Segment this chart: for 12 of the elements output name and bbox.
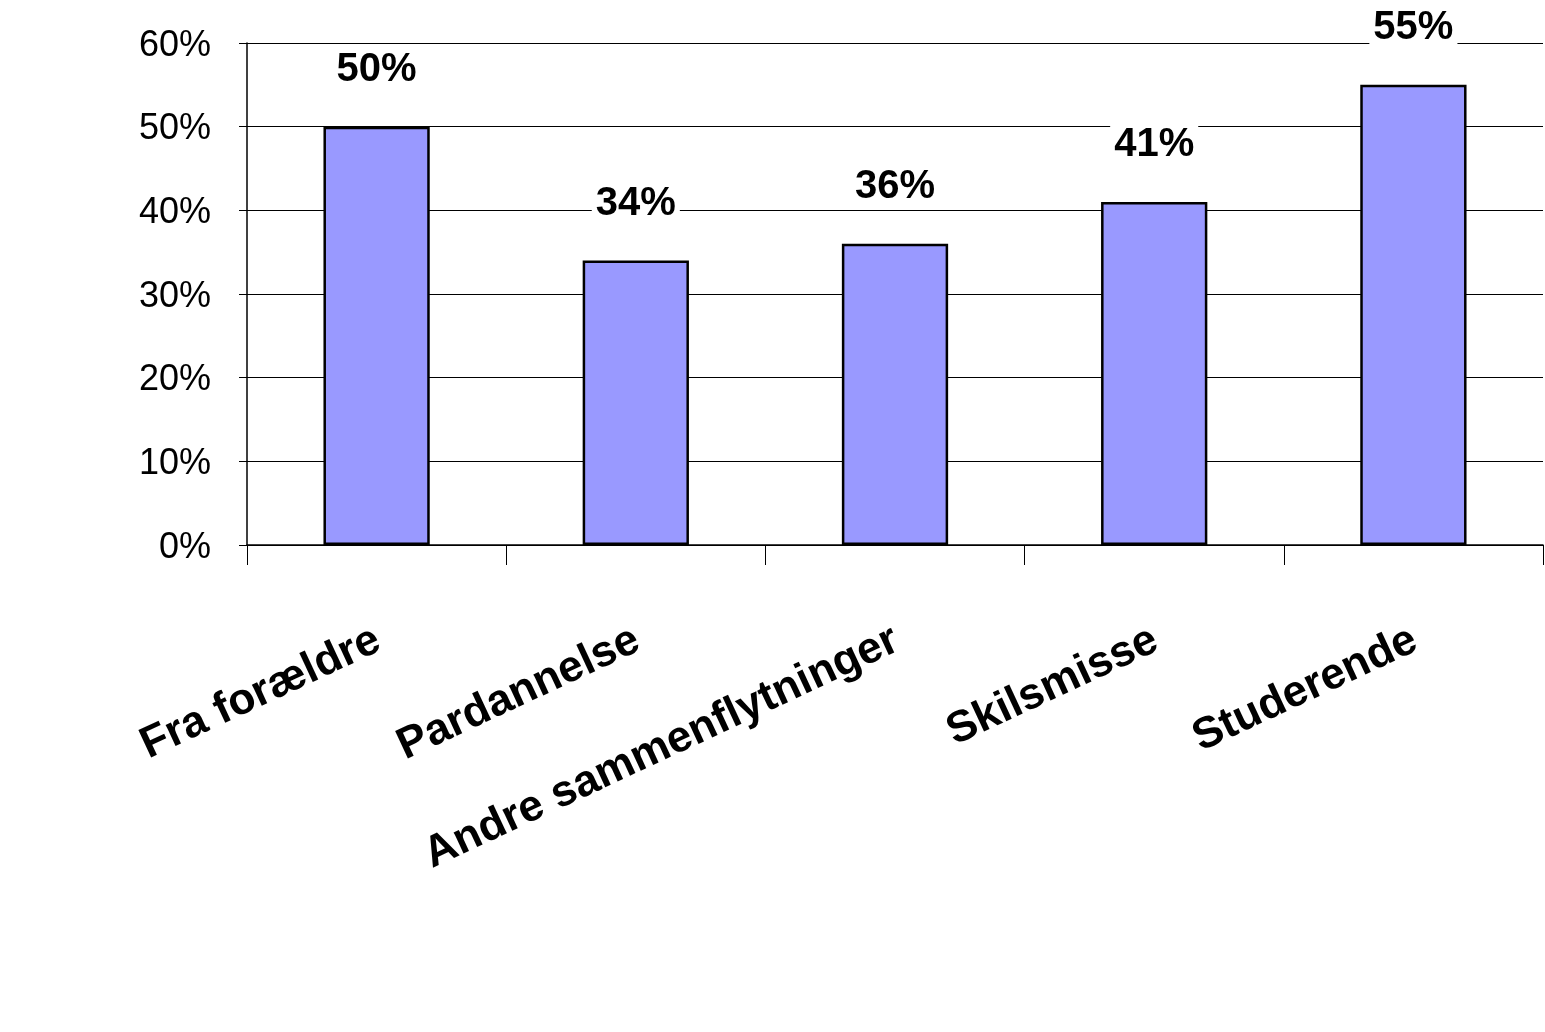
y-tick-label: 30% (138, 273, 211, 315)
y-tick-label: 10% (138, 440, 211, 482)
data-label: 36% (854, 161, 936, 206)
y-tick-label: 50% (138, 106, 211, 148)
data-label: 41% (1114, 119, 1195, 164)
y-tick-label: 40% (138, 189, 211, 231)
y-tick-label: 60% (138, 22, 211, 64)
data-label: 34% (595, 178, 676, 223)
data-label: 50% (336, 44, 417, 89)
data-label: 55% (1373, 2, 1454, 47)
y-tick-label: 20% (138, 357, 211, 399)
y-tick-label: 0% (158, 524, 211, 566)
